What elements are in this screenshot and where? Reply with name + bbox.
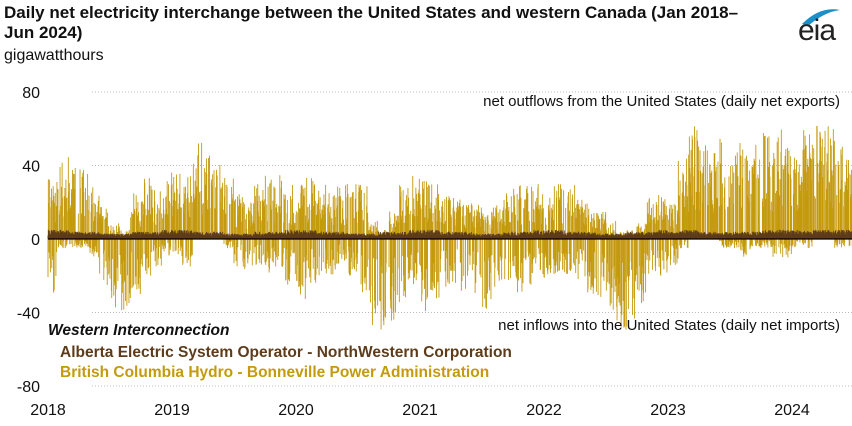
legend-alberta: Alberta Electric System Operator - North… [60,344,512,361]
y-tick-label: -80 [17,379,40,396]
y-axis-label: gigawatthours [4,47,104,64]
x-tick-label: 2023 [650,402,686,419]
y-tick-label: 0 [31,232,40,249]
x-tick-label: 2020 [278,402,314,419]
chart-title: Daily net electricity interchange betwee… [4,3,739,42]
x-tick-label: 2024 [774,402,810,419]
y-tick-label: 80 [22,85,40,102]
y-tick-label: -40 [17,306,40,323]
x-tick-label: 2018 [30,402,66,419]
legend-title: Western Interconnection [48,322,230,339]
eia-logo: eia [794,4,844,50]
x-tick-label: 2022 [526,402,562,419]
legend-bc-hydro: British Columbia Hydro - Bonneville Powe… [60,364,490,381]
x-tick-label: 2019 [154,402,190,419]
y-tick-label: 40 [22,159,40,176]
x-tick-label: 2021 [402,402,438,419]
annotation-net-exports: net outflows from the United States (dai… [483,93,840,110]
eia-logo-text: eia [798,14,836,47]
eia-logo-swoosh-icon [802,9,840,26]
annotation-net-imports: net inflows into the United States (dail… [498,317,840,334]
